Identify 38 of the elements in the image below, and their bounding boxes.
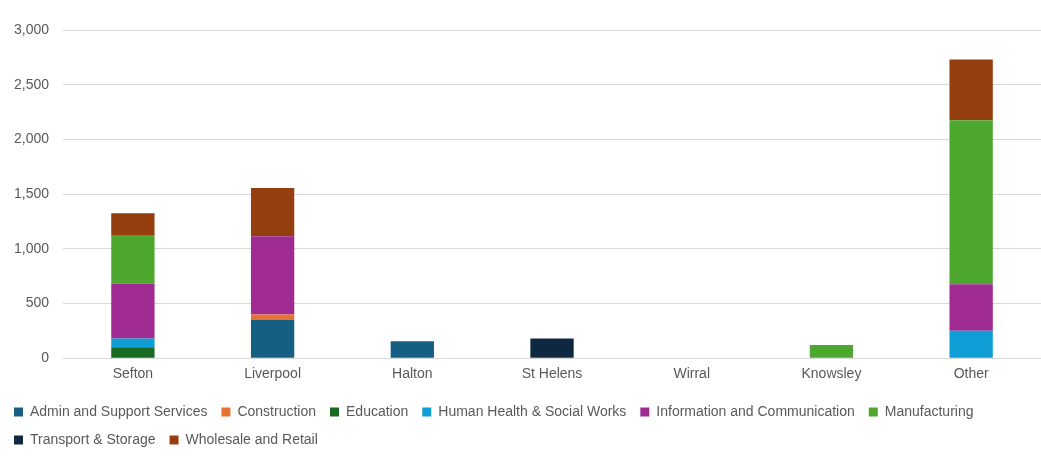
- y-tick-label: 2,500: [13, 75, 50, 92]
- y-tick-label: 2,000: [13, 130, 50, 147]
- legend-label: Wholesale and Retail: [185, 430, 318, 447]
- bar: [250, 188, 295, 237]
- bar: [809, 345, 854, 358]
- x-tick-label: Sefton: [112, 365, 154, 382]
- legend-label: Construction: [237, 402, 317, 419]
- bar: [949, 284, 993, 331]
- bar: [111, 235, 155, 284]
- bar: [250, 314, 295, 320]
- legend-label: Manufacturing: [884, 402, 974, 419]
- x-tick-label: Knowsley: [801, 365, 862, 382]
- legend-label: Human Health & Social Works: [438, 402, 627, 419]
- bar: [390, 341, 434, 358]
- bar: [111, 213, 155, 236]
- x-tick-label: St Helens: [521, 365, 583, 382]
- bar: [111, 347, 155, 358]
- legend-label: Information and Communication: [656, 402, 855, 419]
- x-tick-label: Wirral: [673, 365, 710, 382]
- x-tick-label: Liverpool: [244, 365, 302, 382]
- y-tick-label: 3,000: [13, 20, 50, 37]
- x-tick-label: Halton: [392, 365, 433, 382]
- legend-label: Transport & Storage: [30, 430, 156, 447]
- x-tick-label: Other: [953, 365, 989, 382]
- bar: [530, 338, 574, 358]
- bar: [949, 330, 993, 358]
- legend-label: Admin and Support Services: [30, 402, 208, 419]
- legend-label: Education: [346, 402, 409, 419]
- bar: [949, 120, 993, 285]
- bar: [949, 59, 993, 121]
- bar: [111, 338, 155, 348]
- y-tick-label: 0: [41, 349, 50, 366]
- y-tick-label: 1,500: [13, 184, 50, 201]
- y-tick-label: 500: [25, 294, 50, 311]
- bar: [250, 236, 295, 315]
- bar: [250, 319, 295, 358]
- bar: [111, 283, 155, 339]
- y-tick-label: 1,000: [13, 239, 50, 256]
